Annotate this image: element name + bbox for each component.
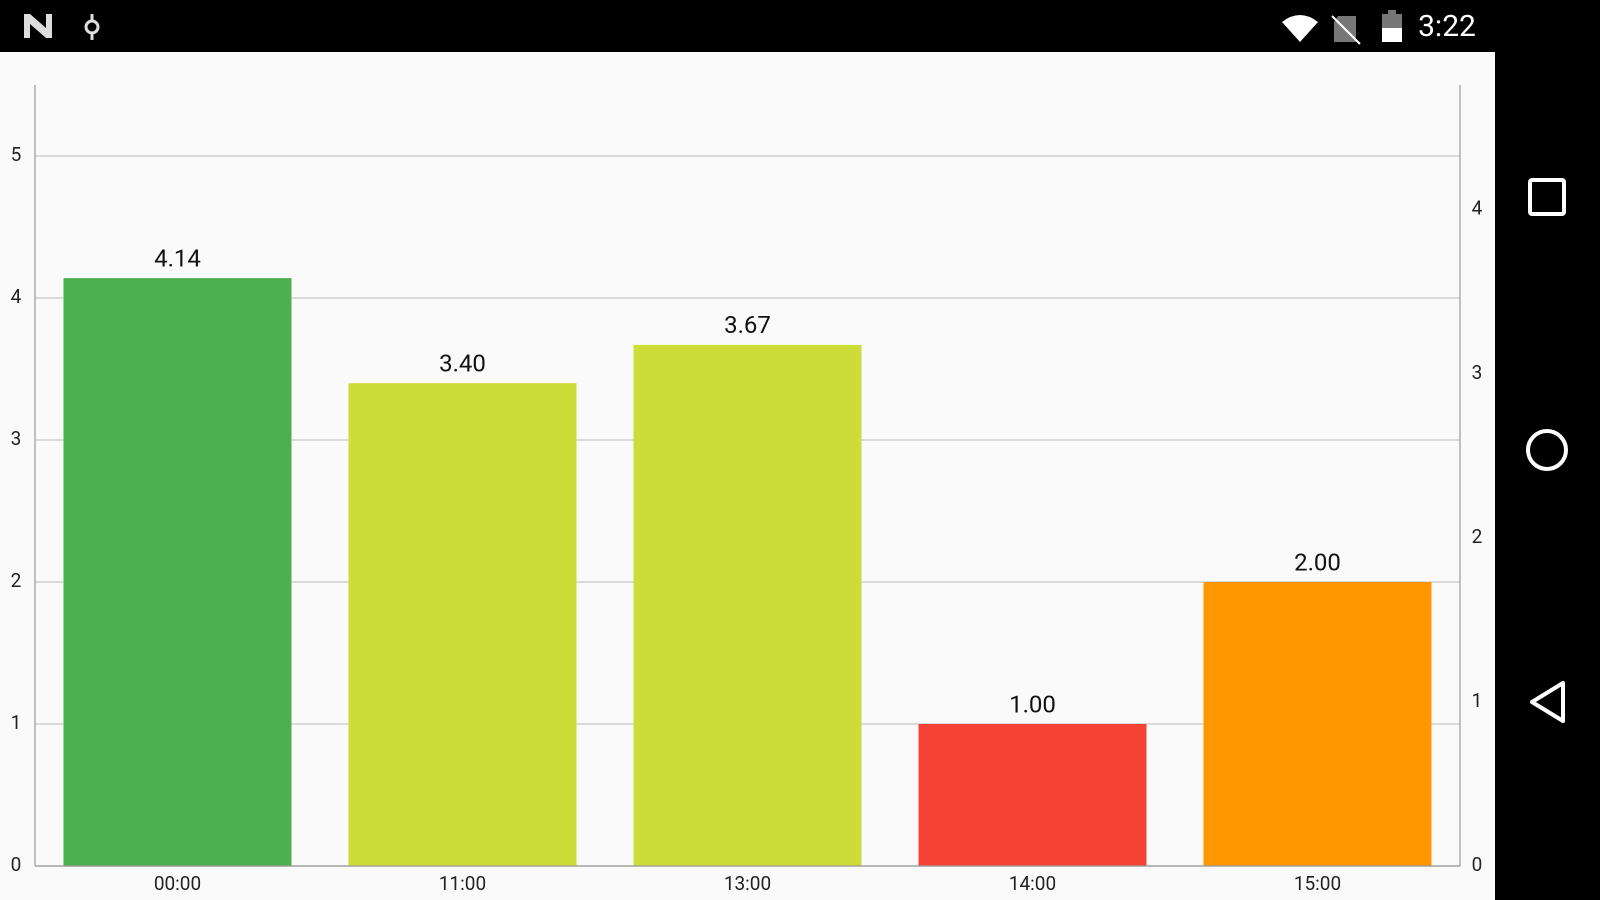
- y2-tick-label: 4: [1472, 197, 1483, 220]
- nav-bar: [1495, 52, 1600, 900]
- chart: 0 1 2 3 4 5 0 1 2 3 4 00:00 4.14 11:00 3.40 13:00 3.67 14…: [11, 85, 1483, 895]
- y-tick-label: 5: [11, 143, 22, 166]
- y2-tick-label: 0: [1472, 853, 1483, 876]
- value-label: 3.67: [724, 311, 771, 339]
- y2-tick-label: 1: [1472, 689, 1483, 712]
- x-tick-label: 15:00: [1294, 872, 1341, 895]
- y-tick-label: 0: [11, 853, 22, 876]
- y-tick-label: 4: [11, 285, 22, 308]
- value-label: 3.40: [439, 350, 486, 378]
- notification-icon: [24, 14, 52, 38]
- value-label: 2.00: [1294, 548, 1341, 576]
- y2-tick-label: 2: [1472, 525, 1483, 548]
- y-tick-label: 1: [11, 711, 22, 734]
- bar: [1203, 582, 1432, 866]
- bar: [63, 278, 292, 866]
- back-button[interactable]: [1530, 681, 1565, 723]
- wifi-icon: [1282, 15, 1318, 42]
- x-tick-label: 14:00: [1009, 872, 1056, 895]
- bar: [918, 724, 1147, 866]
- recents-button[interactable]: [1528, 178, 1566, 216]
- watch-icon: [84, 14, 100, 40]
- value-label: 1.00: [1009, 690, 1056, 718]
- home-button[interactable]: [1526, 429, 1568, 471]
- value-label: 4.14: [154, 244, 201, 272]
- y-tick-label: 2: [11, 569, 22, 592]
- bar: [348, 383, 577, 866]
- y2-tick-label: 3: [1472, 361, 1483, 384]
- x-tick-label: 13:00: [724, 872, 771, 895]
- x-tick-label: 11:00: [439, 872, 486, 895]
- y-tick-label: 3: [11, 427, 22, 450]
- status-bar: [0, 0, 1600, 52]
- clock: 3:22: [1418, 9, 1476, 44]
- battery-icon: [1382, 10, 1402, 42]
- x-tick-label: 00:00: [154, 872, 201, 895]
- no-sim-icon: [1331, 15, 1361, 45]
- bar: [633, 344, 862, 866]
